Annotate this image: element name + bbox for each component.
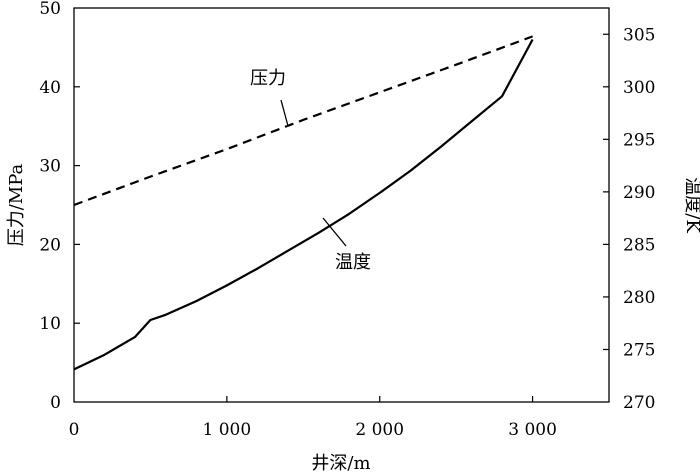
x-tick-label: 3 000 — [508, 420, 557, 440]
y-right-tick-label: 305 — [623, 25, 655, 45]
annotation-leader — [322, 217, 347, 247]
annotation-label: 温度 — [335, 252, 371, 273]
series-line-pressure — [73, 35, 533, 207]
y-right-tick-label: 275 — [623, 340, 655, 360]
y-left-tick-label: 40 — [39, 78, 61, 98]
axis-ticks: 0 1 000 2 000 3 000 0 10 20 30 40 50 270 275 280 285 2… — [39, 0, 655, 440]
y-left-tick-label: 20 — [39, 235, 61, 255]
y-left-tick-label: 50 — [39, 0, 61, 19]
annotation-label: 压力 — [250, 68, 286, 89]
x-tick-label: 1 000 — [203, 420, 252, 440]
plot-border — [73, 7, 610, 403]
x-axis-title: 井深/m — [311, 453, 370, 474]
y-left-tick-label: 30 — [39, 157, 61, 177]
y-axis-left-title: 压力/MPa — [6, 163, 27, 246]
y-right-tick-label: 280 — [623, 288, 655, 308]
series-layer — [73, 35, 534, 371]
y-right-tick-label: 270 — [623, 393, 655, 413]
annotation-leader — [280, 99, 289, 127]
y-right-tick-label: 290 — [623, 183, 655, 203]
y-left-tick-label: 10 — [39, 314, 61, 334]
series-line-temperature — [73, 38, 534, 371]
y-axis-right-title: 温度/K — [682, 177, 700, 233]
x-tick-label: 0 — [69, 420, 80, 440]
y-right-tick-label: 285 — [623, 235, 655, 255]
y-right-tick-label: 295 — [623, 130, 655, 150]
x-tick-label: 2 000 — [355, 420, 404, 440]
y-left-tick-label: 0 — [50, 393, 61, 413]
y-right-tick-label: 300 — [623, 78, 655, 98]
plot-frame — [73, 7, 610, 403]
